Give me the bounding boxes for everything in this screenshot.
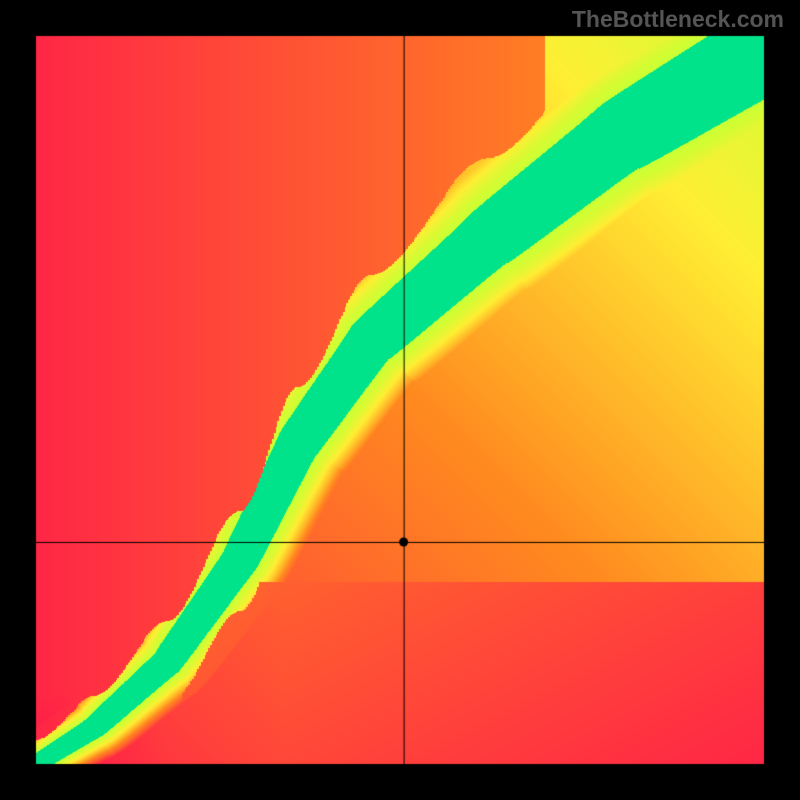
- heatmap-canvas: [0, 0, 800, 800]
- watermark-label: TheBottleneck.com: [572, 6, 784, 33]
- chart-container: TheBottleneck.com: [0, 0, 800, 800]
